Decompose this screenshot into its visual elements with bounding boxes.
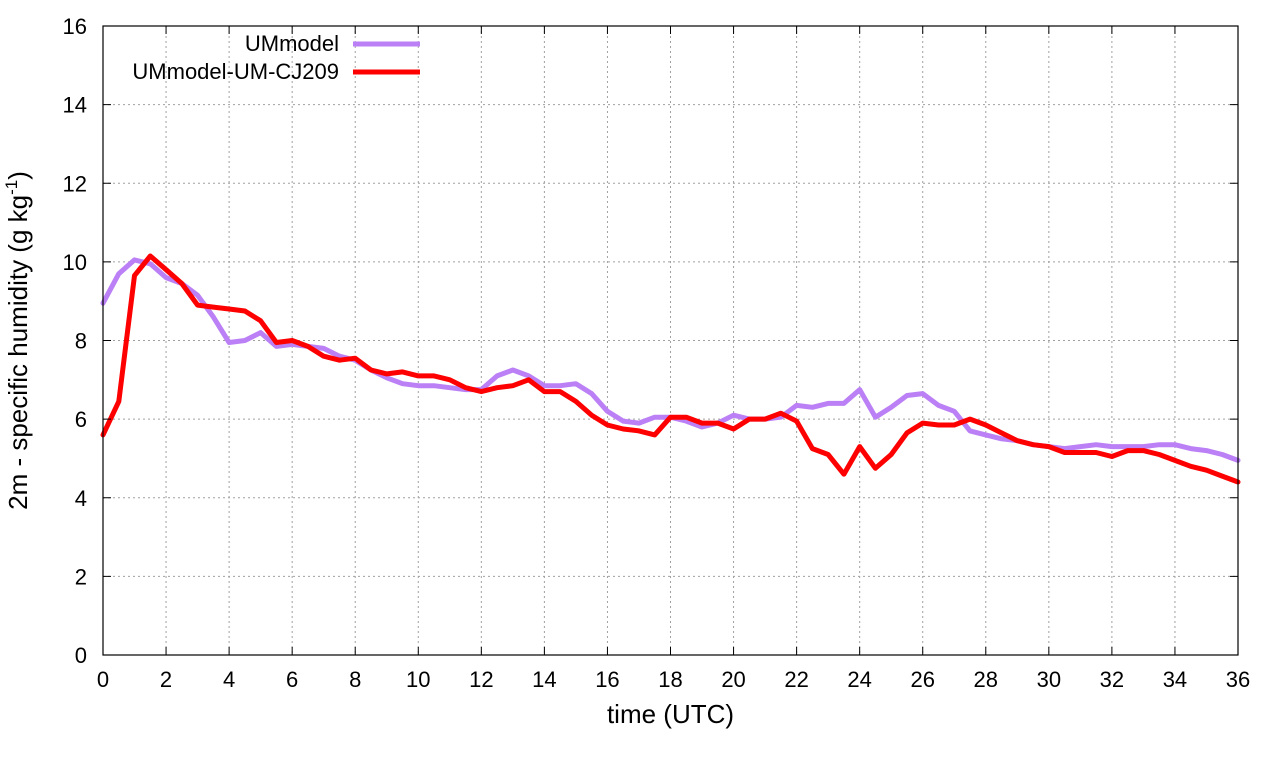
y-axis-title-main: 2m - specific humidity (g kg [3,195,33,510]
x-tick-label: 34 [1163,667,1187,692]
x-tick-label: 6 [286,667,298,692]
x-tick-label: 26 [910,667,934,692]
x-tick-labels: 0 2 4 6 8 10 12 14 16 18 20 22 24 26 28 30 32 34 36 [97,667,1250,692]
x-tick-label: 8 [349,667,361,692]
y-tick-label: 2 [75,564,87,589]
x-tick-label: 4 [223,667,235,692]
legend-label-ummodel: UMmodel [245,31,339,56]
x-tick-label: 16 [595,667,619,692]
axis-ticks [102,25,1239,656]
y-tick-label: 4 [75,486,87,511]
y-axis-title: 2m - specific humidity (g kg-1) [2,171,33,510]
x-tick-label: 14 [532,667,556,692]
series-line-ummodel-um-cj209 [100,253,1241,485]
y-tick-label: 14 [63,93,87,118]
y-tick-label: 16 [63,14,87,39]
series-points-ummodel [102,259,1239,461]
x-tick-label: 32 [1100,667,1124,692]
x-tick-label: 20 [721,667,745,692]
x-tick-label: 18 [658,667,682,692]
y-tick-labels: 0 2 4 6 8 10 12 14 16 [63,14,87,668]
y-tick-label: 10 [63,250,87,275]
series-lines [100,253,1241,485]
x-axis-title: time (UTC) [607,699,734,729]
x-tick-label: 36 [1226,667,1250,692]
series-line-ummodel [100,257,1241,463]
y-tick-label: 6 [75,407,87,432]
grid [103,26,1238,655]
x-tick-label: 10 [406,667,430,692]
legend: UMmodel UMmodel-UM-CJ209 [132,31,420,84]
x-tick-label: 24 [847,667,871,692]
y-tick-label: 0 [75,643,87,668]
y-axis-title-superscript: -1 [2,180,21,195]
x-tick-label: 30 [1037,667,1061,692]
x-tick-label: 0 [97,667,109,692]
y-tick-label: 8 [75,329,87,354]
y-tick-label: 12 [63,171,87,196]
x-tick-label: 28 [974,667,998,692]
x-tick-label: 22 [784,667,808,692]
legend-label-ummodel-um-cj209: UMmodel-UM-CJ209 [132,59,339,84]
x-tick-label: 12 [469,667,493,692]
y-axis-title-suffix: ) [3,171,33,180]
x-tick-label: 2 [160,667,172,692]
